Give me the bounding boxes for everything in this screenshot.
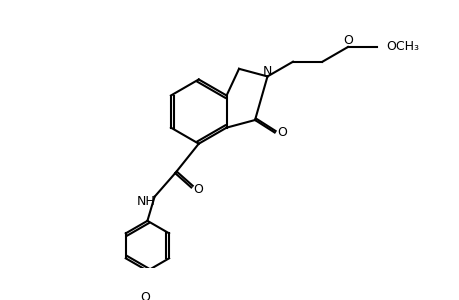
Text: O: O [276, 126, 286, 139]
Text: O: O [342, 34, 352, 47]
Text: N: N [262, 64, 272, 78]
Text: OCH₃: OCH₃ [386, 40, 419, 53]
Text: O: O [193, 183, 203, 196]
Text: NH: NH [136, 195, 155, 208]
Text: O: O [140, 291, 150, 300]
